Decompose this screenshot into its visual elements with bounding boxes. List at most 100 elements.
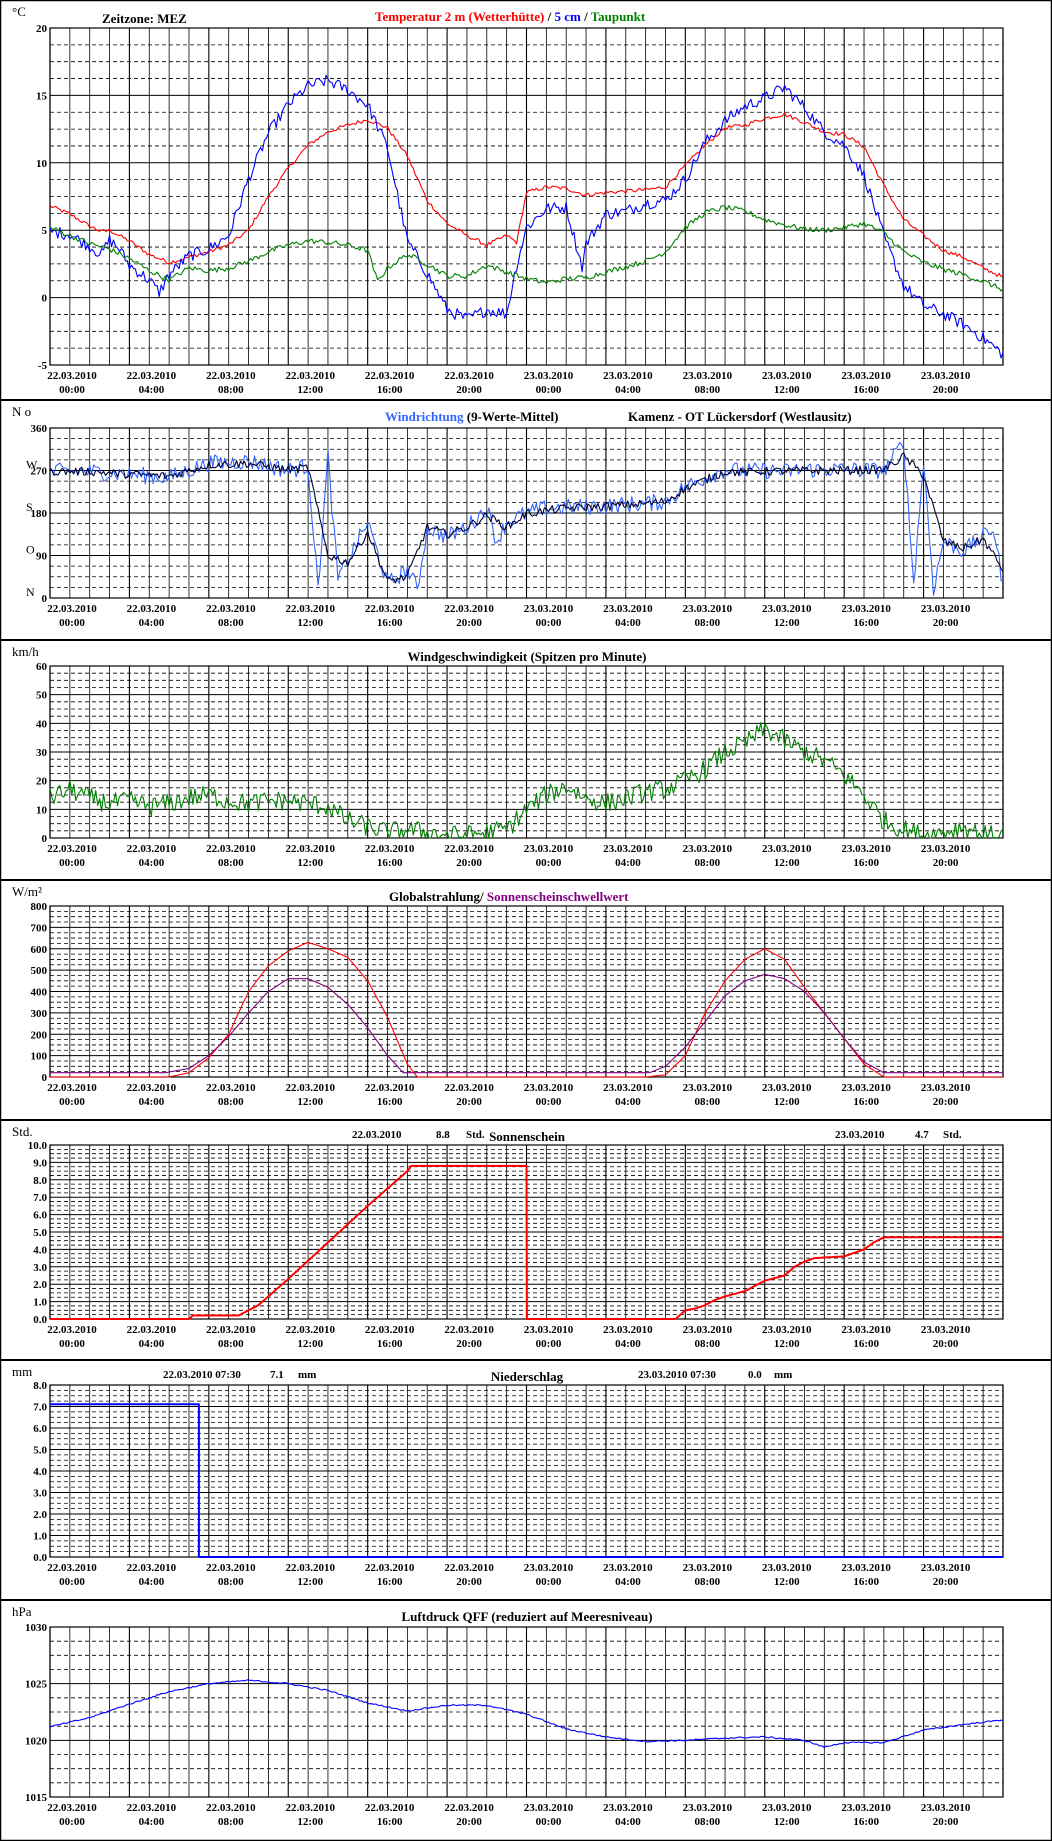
- y-tick-label: 200: [31, 1029, 48, 1041]
- x-tick-time: 08:00: [694, 1338, 720, 1350]
- x-tick-time: 16:00: [377, 1816, 403, 1828]
- x-tick-time: 00:00: [536, 1338, 562, 1350]
- summary-left-date: 22.03.2010: [352, 1129, 402, 1141]
- y-tick-label: 15: [36, 90, 48, 102]
- x-tick-time: 16:00: [853, 617, 879, 629]
- x-tick-date: 22.03.2010: [47, 843, 97, 855]
- x-tick-date: 23.03.2010: [603, 1082, 653, 1094]
- x-tick-time: 00:00: [59, 1338, 85, 1350]
- x-tick-time: 04:00: [615, 1576, 641, 1588]
- x-tick-time: 08:00: [694, 384, 720, 396]
- x-tick-date: 23.03.2010: [603, 843, 653, 855]
- y-axis-unit: Std.: [12, 1124, 33, 1139]
- plot-frame: [49, 27, 1004, 366]
- x-tick-date: 23.03.2010: [603, 1324, 653, 1336]
- x-tick-time: 04:00: [615, 857, 641, 869]
- y-tick-label: 6.0: [33, 1210, 47, 1222]
- x-tick-date: 22.03.2010: [365, 1324, 415, 1336]
- x-tick-time: 08:00: [694, 617, 720, 629]
- series-line: [49, 204, 1004, 292]
- x-tick-time: 08:00: [218, 857, 244, 869]
- y-tick-label: 1.0: [33, 1531, 47, 1543]
- x-tick-time: 16:00: [377, 1096, 403, 1108]
- x-tick-date: 22.03.2010: [444, 1802, 494, 1814]
- y-tick-label: 5.0: [33, 1227, 47, 1239]
- x-tick-date: 23.03.2010: [841, 843, 891, 855]
- x-tick-time: 00:00: [59, 1576, 85, 1588]
- y-axis-unit: hPa: [12, 1604, 32, 1619]
- chart-panel-wind_speed: 0 10 20 30 40 50 60 22.03.2010 00:00 22.03.2010 04…: [0, 644, 1052, 881]
- y-tick-label: 20: [36, 776, 48, 788]
- summary-right-value: 0.0: [748, 1369, 762, 1381]
- compass-label: N: [26, 585, 35, 599]
- x-tick-time: 08:00: [694, 1576, 720, 1588]
- y-tick-label: 800: [31, 901, 48, 913]
- y-tick-label: 1025: [25, 1679, 48, 1691]
- x-tick-time: 16:00: [853, 857, 879, 869]
- x-tick-date: 22.03.2010: [127, 843, 177, 855]
- x-tick-time: 12:00: [297, 384, 323, 396]
- x-tick-time: 00:00: [536, 1096, 562, 1108]
- x-tick-time: 04:00: [139, 1338, 165, 1350]
- x-tick-time: 12:00: [297, 1816, 323, 1828]
- y-tick-label: 5.0: [33, 1445, 47, 1457]
- y-tick-label: 6.0: [33, 1423, 47, 1435]
- y-tick-label: 10: [36, 804, 48, 816]
- x-tick-time: 12:00: [774, 1096, 800, 1108]
- x-tick-time: 16:00: [853, 1816, 879, 1828]
- x-tick-date: 23.03.2010: [762, 1082, 812, 1094]
- x-tick-date: 22.03.2010: [444, 1324, 494, 1336]
- x-tick-time: 16:00: [377, 857, 403, 869]
- x-tick-date: 23.03.2010: [921, 1324, 971, 1336]
- x-tick-time: 16:00: [853, 384, 879, 396]
- y-tick-label: 7.0: [33, 1402, 47, 1414]
- x-tick-time: 12:00: [297, 1096, 323, 1108]
- x-tick-time: 04:00: [615, 617, 641, 629]
- x-tick-date: 23.03.2010: [683, 1802, 733, 1814]
- y-tick-label: 40: [36, 718, 48, 730]
- x-tick-time: 20:00: [456, 857, 482, 869]
- x-tick-time: 20:00: [933, 384, 959, 396]
- y-tick-label: 500: [31, 965, 48, 977]
- y-tick-label: 7.0: [33, 1192, 47, 1204]
- x-tick-time: 08:00: [218, 1576, 244, 1588]
- chart-panel-radiation: 0 100 200 300 400 500 600 700 800 22.03.2010 00:00…: [0, 884, 1052, 1121]
- x-tick-date: 22.03.2010: [444, 843, 494, 855]
- x-tick-date: 23.03.2010: [524, 1802, 574, 1814]
- series-line: [49, 74, 1004, 359]
- x-tick-date: 23.03.2010: [921, 370, 971, 382]
- x-tick-date: 22.03.2010: [127, 1082, 177, 1094]
- chart-title: Globalstrahlung/ Sonnenscheinschwellwert: [389, 889, 629, 904]
- x-tick-date: 22.03.2010: [444, 1562, 494, 1574]
- chart-panel-precipitation: 0.0 1.0 2.0 3.0 4.0 5.0 6.0 7.0 8.0 22.03.2010 00:…: [0, 1364, 1052, 1601]
- y-tick-label: 1030: [25, 1622, 48, 1634]
- x-tick-time: 08:00: [218, 1338, 244, 1350]
- x-tick-date: 22.03.2010: [127, 1802, 177, 1814]
- chart-panel-temperature: -5 0 5 10 15 20 22.03.2010 00:00 22.03.2010 04:00…: [0, 4, 1052, 401]
- x-tick-date: 23.03.2010: [762, 1562, 812, 1574]
- x-tick-date: 22.03.2010: [365, 1802, 415, 1814]
- y-tick-label: 400: [31, 987, 48, 999]
- x-tick-time: 12:00: [774, 384, 800, 396]
- x-tick-date: 22.03.2010: [127, 603, 177, 615]
- summary-left-unit: Std.: [466, 1129, 485, 1141]
- station-location: Kamenz - OT Lückersdorf (Westlausitz): [628, 409, 852, 424]
- x-tick-date: 22.03.2010: [286, 1082, 336, 1094]
- x-tick-date: 23.03.2010: [683, 603, 733, 615]
- y-axis-unit: °C: [12, 4, 26, 19]
- summary-right-unit: mm: [774, 1369, 792, 1381]
- x-tick-time: 04:00: [615, 1816, 641, 1828]
- x-tick-time: 16:00: [853, 1096, 879, 1108]
- x-tick-date: 22.03.2010: [365, 603, 415, 615]
- chart-title: Windrichtung (9-Werte-Mittel): [385, 409, 558, 424]
- y-tick-label: 90: [36, 551, 48, 563]
- y-tick-label: 30: [36, 747, 48, 759]
- x-tick-time: 20:00: [933, 857, 959, 869]
- x-tick-date: 22.03.2010: [206, 603, 256, 615]
- summary-left-date: 22.03.2010 07:30: [163, 1369, 241, 1381]
- y-tick-label: 50: [36, 690, 48, 702]
- x-tick-date: 23.03.2010: [762, 1802, 812, 1814]
- y-tick-label: 700: [31, 922, 48, 934]
- y-tick-label: 0: [42, 833, 48, 845]
- x-tick-date: 23.03.2010: [683, 1082, 733, 1094]
